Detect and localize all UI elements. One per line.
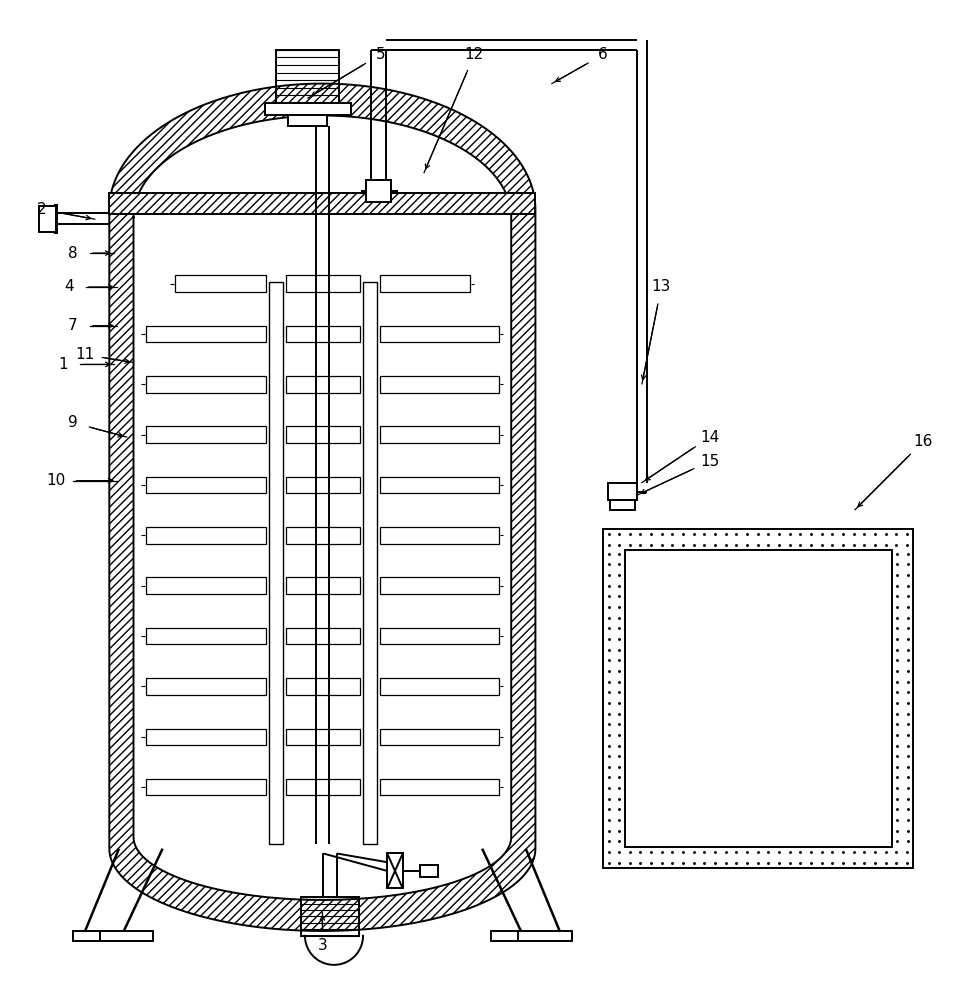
Bar	[146, 326, 266, 342]
Bar	[380, 326, 499, 342]
Bar	[146, 779, 266, 795]
Bar	[380, 527, 499, 544]
Bar	[146, 729, 266, 745]
Text: 9: 9	[67, 415, 77, 430]
Bar	[380, 477, 499, 493]
Bar	[380, 577, 499, 594]
Bar	[603, 529, 913, 868]
Text: 16: 16	[913, 434, 932, 449]
Bar	[285, 779, 360, 795]
Text: 4: 4	[64, 279, 73, 294]
Text: 10: 10	[47, 473, 65, 488]
Bar	[285, 326, 360, 342]
Text: 6: 6	[598, 47, 608, 62]
Bar	[100, 931, 153, 941]
Text: 13: 13	[652, 279, 671, 294]
Bar	[380, 729, 499, 745]
Bar	[146, 477, 266, 493]
Bar	[146, 426, 266, 443]
Bar	[518, 931, 572, 941]
Bar	[491, 931, 544, 941]
Bar	[285, 527, 360, 544]
Bar	[146, 577, 266, 594]
Bar	[73, 931, 127, 941]
Bar	[109, 193, 536, 214]
Bar	[380, 628, 499, 644]
Bar	[146, 628, 266, 644]
Bar	[603, 529, 913, 868]
Bar	[146, 527, 266, 544]
Bar	[285, 275, 360, 292]
Text: 11: 11	[75, 347, 94, 362]
Bar	[366, 180, 392, 202]
Polygon shape	[109, 84, 536, 931]
Bar	[277, 50, 339, 103]
Text: 14: 14	[700, 430, 720, 445]
Bar	[285, 376, 360, 393]
Bar	[420, 865, 437, 877]
Bar	[285, 628, 360, 644]
Bar	[285, 678, 360, 695]
Bar	[388, 853, 402, 888]
Bar	[380, 275, 469, 292]
Text: 1: 1	[58, 357, 67, 372]
Bar	[269, 282, 282, 844]
Bar	[285, 729, 360, 745]
Bar	[146, 678, 266, 695]
Bar	[380, 779, 499, 795]
Bar	[380, 426, 499, 443]
Bar	[285, 426, 360, 443]
Text: 8: 8	[68, 246, 77, 261]
Text: 5: 5	[376, 47, 386, 62]
Bar	[380, 678, 499, 695]
Bar	[109, 193, 536, 214]
Bar	[146, 376, 266, 393]
Bar	[380, 376, 499, 393]
Bar	[285, 477, 360, 493]
Bar	[363, 282, 377, 844]
Bar	[39, 206, 56, 232]
Bar	[265, 103, 351, 115]
Polygon shape	[305, 936, 363, 965]
Bar	[288, 115, 327, 126]
Polygon shape	[133, 116, 511, 900]
Bar	[624, 550, 892, 847]
Text: 15: 15	[700, 454, 720, 469]
Text: 3: 3	[318, 938, 327, 953]
Bar	[175, 275, 266, 292]
Text: 12: 12	[465, 47, 484, 62]
Text: 7: 7	[68, 318, 77, 333]
Text: 2: 2	[37, 202, 47, 217]
Bar	[285, 577, 360, 594]
Bar	[301, 897, 359, 936]
Bar	[608, 483, 637, 500]
Bar	[610, 500, 635, 510]
